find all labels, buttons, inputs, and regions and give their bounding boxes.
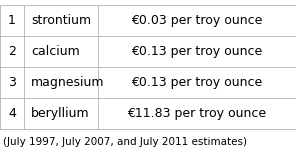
Text: 2: 2 [8, 45, 16, 58]
Text: €0.13 per troy ounce: €0.13 per troy ounce [131, 76, 263, 89]
Text: calcium: calcium [31, 45, 80, 58]
Text: strontium: strontium [31, 14, 91, 27]
Text: (July 1997, July 2007, and July 2011 estimates): (July 1997, July 2007, and July 2011 est… [3, 137, 247, 147]
Text: beryllium: beryllium [31, 106, 90, 119]
Text: 3: 3 [8, 76, 16, 89]
Text: €11.83 per troy ounce: €11.83 per troy ounce [127, 106, 266, 119]
Text: €0.13 per troy ounce: €0.13 per troy ounce [131, 45, 263, 58]
Text: 4: 4 [8, 106, 16, 119]
Text: 1: 1 [8, 14, 16, 27]
Text: magnesium: magnesium [31, 76, 104, 89]
Text: €0.03 per troy ounce: €0.03 per troy ounce [131, 14, 263, 27]
